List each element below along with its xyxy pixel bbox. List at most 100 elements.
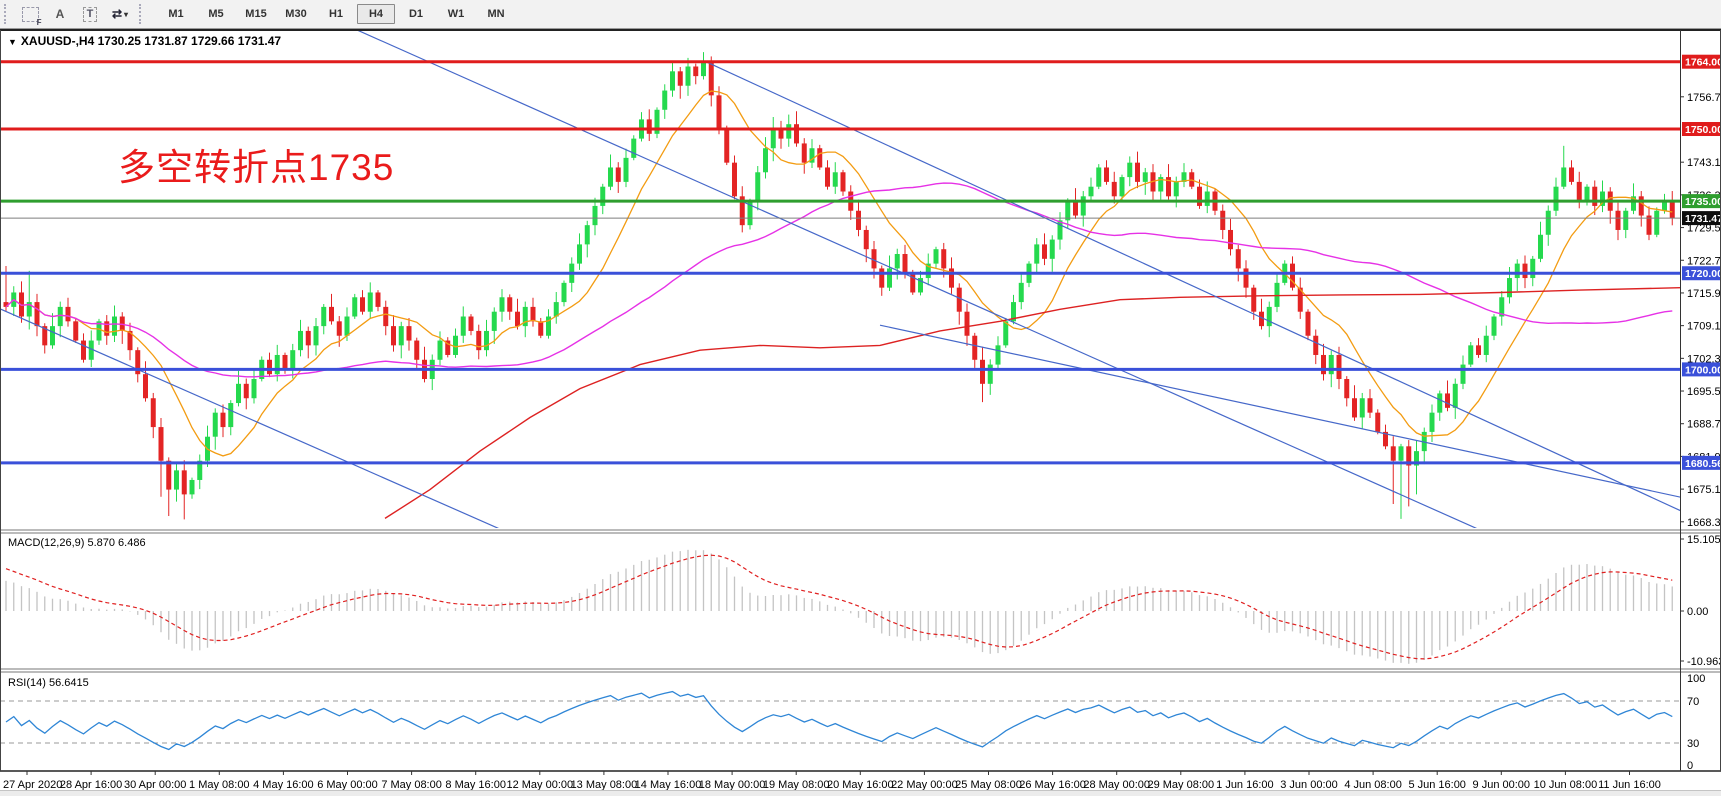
arrows-objects-tool-icon[interactable]: ⇄ ▾ [111, 7, 129, 21]
price-tick-label: 1743.10 [1687, 157, 1721, 169]
price-tick-label: 1715.90 [1687, 288, 1721, 300]
candle-body [755, 172, 761, 202]
candle-body [197, 460, 203, 480]
candle-body [1344, 379, 1350, 399]
candle-body [1104, 167, 1109, 182]
candle-body [228, 403, 234, 428]
price-tick-label: 1756.70 [1687, 92, 1721, 104]
candle-body [352, 297, 358, 317]
macd-scale-label: 15.105 [1687, 534, 1721, 546]
frame-select-tool-icon[interactable]: F [15, 3, 45, 27]
candle-body [1654, 210, 1660, 235]
trendline-2[interactable] [706, 61, 1690, 515]
candle-body [987, 364, 993, 384]
candle-body [662, 90, 668, 110]
macd-panel [5, 549, 1673, 664]
candle-body [732, 162, 737, 197]
text-label-tool-icon[interactable]: T [75, 3, 105, 25]
price-badge [1682, 455, 1720, 470]
candle-body [794, 124, 799, 144]
timeframe-button-w1[interactable]: W1 [447, 8, 465, 20]
ma-mid-line [5, 182, 1673, 378]
time-tick-label: 22 May 00:00 [891, 779, 958, 790]
candle-body [50, 326, 55, 346]
price-badge [1682, 362, 1720, 377]
candle-body [577, 244, 582, 264]
symbol-dropdown-icon[interactable]: ▼ [8, 37, 17, 47]
candle-body [1243, 268, 1249, 288]
toolbar-grip[interactable] [4, 4, 11, 24]
candle-body [236, 383, 241, 404]
candle-body [1553, 186, 1559, 211]
candle-body [1507, 278, 1512, 298]
candle-body [360, 297, 365, 312]
candle-body [871, 249, 877, 269]
arrow-cursor-tool-icon[interactable]: A [55, 7, 65, 21]
candle-body [1383, 431, 1388, 447]
timeframe-button-d1[interactable]: D1 [408, 8, 424, 20]
candle-body [220, 412, 226, 428]
timeframe-button-m30[interactable]: M30 [285, 8, 307, 20]
bull-bear-pivot-annotation[interactable]: 多空转折点1735 [118, 147, 395, 188]
candle-body [1034, 244, 1040, 264]
timeframe-button-m1[interactable]: M1 [168, 8, 184, 20]
time-tick-label: 29 May 08:00 [1147, 779, 1214, 790]
candle-body [1328, 354, 1334, 375]
candle-body [887, 268, 892, 288]
candle-body [65, 306, 71, 322]
candle-body [840, 172, 846, 192]
trendline-3[interactable] [0, 308, 502, 530]
candle-body [1669, 201, 1675, 219]
price-badge [1682, 211, 1720, 226]
timeframe-button-h4[interactable]: H4 [357, 4, 395, 24]
price-badge [1682, 54, 1720, 69]
candle-body [267, 359, 272, 375]
candle-body [949, 268, 954, 288]
candle-body [770, 129, 776, 149]
candle-body [96, 321, 102, 341]
candle-body [972, 335, 978, 360]
candle-body [716, 95, 722, 130]
candle-body [1569, 167, 1574, 182]
candle-body [1406, 446, 1412, 466]
candle-body [73, 321, 79, 341]
chart-canvas[interactable]: 1756.701743.101736.301729.501722.701715.… [0, 29, 1721, 791]
toolbar-grip-2[interactable] [139, 4, 146, 24]
candle-body [88, 340, 94, 360]
macd-scale-label: 0.00 [1687, 606, 1708, 618]
price-badge-label: 1750.00 [1685, 124, 1721, 136]
candle-body [1615, 210, 1621, 230]
timeframe-button-h1[interactable]: H1 [328, 8, 344, 20]
candle-body [1080, 196, 1086, 216]
price-tick-label: 1675.10 [1687, 484, 1721, 496]
time-tick-label: 27 Apr 2020 [3, 779, 62, 790]
status-bar [0, 790, 1721, 796]
price-badge-label: 1735.00 [1685, 196, 1721, 208]
candle-body [367, 292, 373, 312]
timeframe-button-mn[interactable]: MN [487, 8, 505, 20]
candle-body [1119, 177, 1125, 197]
price-badge-label: 1764.00 [1685, 57, 1721, 69]
candle-body [708, 61, 714, 96]
candle-body [414, 340, 420, 360]
candle-body [158, 427, 164, 461]
candle-body [274, 354, 280, 375]
candle-body [1499, 297, 1505, 317]
candle-body [1057, 220, 1063, 240]
candle-body [1638, 196, 1644, 216]
candle-body [1235, 249, 1241, 269]
candle-body [584, 225, 590, 245]
symbol-ohlc-line[interactable]: ▼ XAUUSD-,H4 1730.25 1731.87 1729.66 1731… [8, 34, 281, 48]
trendline-1[interactable] [357, 30, 1480, 530]
candle-body [507, 297, 513, 312]
candle-body [383, 306, 389, 327]
trendline-4[interactable] [879, 324, 1690, 499]
chevron-down-icon[interactable]: ▾ [124, 9, 129, 19]
candle-body [491, 311, 497, 331]
candle-body [127, 330, 133, 351]
candle-body [592, 205, 598, 226]
timeframe-button-m15[interactable]: M15 [245, 8, 267, 20]
timeframe-button-m5[interactable]: M5 [208, 8, 224, 20]
candle-body [1088, 186, 1094, 197]
candle-body [1545, 210, 1551, 235]
